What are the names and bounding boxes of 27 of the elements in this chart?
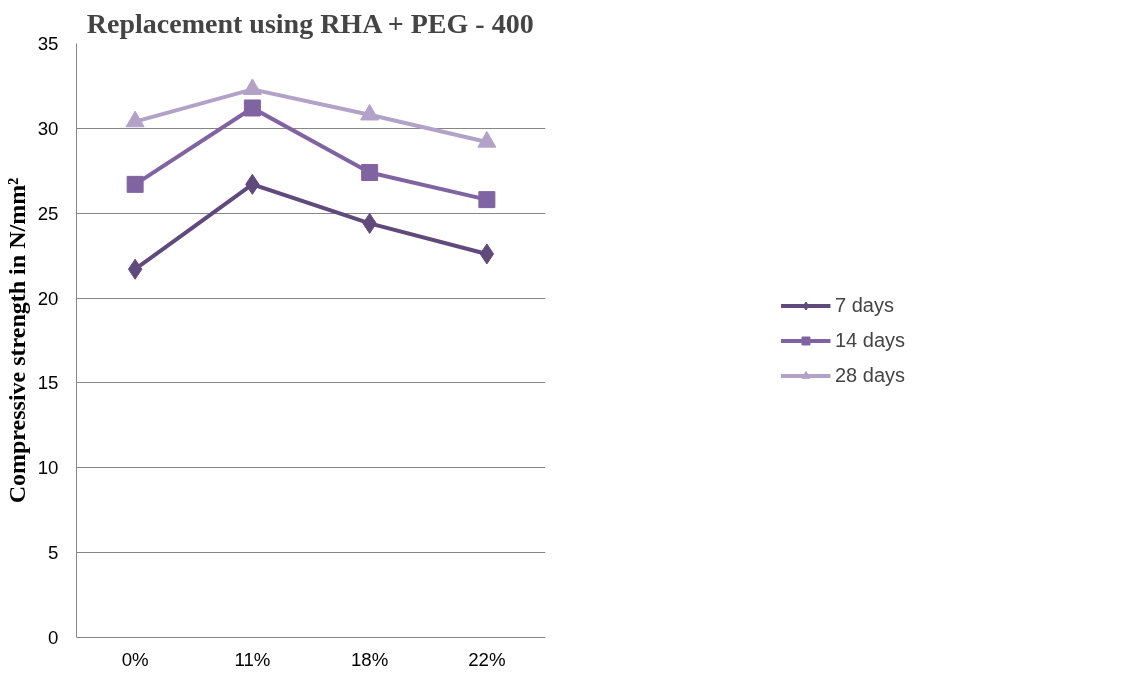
point [360, 103, 380, 121]
y-tick-label: 0 [48, 627, 59, 648]
point [127, 258, 143, 280]
point [477, 131, 497, 148]
chart-title: Replacement using RHA + PEG - 400 [86, 7, 534, 39]
y-tick-label: 5 [48, 542, 59, 564]
y-tick-label: 20 [37, 287, 59, 309]
x-tick-label: 22% [468, 648, 506, 670]
point [478, 191, 496, 209]
legend-label: 7 days [834, 293, 894, 317]
y-tick-label: 10 [37, 457, 59, 479]
point [243, 99, 261, 117]
y-tick-label: 35 [37, 33, 59, 54]
x-tick-label: 18% [350, 648, 389, 670]
point [479, 243, 495, 265]
point [242, 78, 262, 96]
point [125, 110, 145, 128]
x-tick-label: 11% [234, 648, 271, 670]
legend-label: 28 days [834, 363, 906, 387]
legend-label: 14 days [834, 328, 906, 352]
y-tick-label: 15 [37, 372, 59, 394]
y-tick-label: 30 [37, 117, 59, 139]
point [361, 163, 379, 181]
point [126, 175, 144, 193]
y-axis-title: Compressive strength in N/mm² [3, 177, 30, 504]
x-tick-label: 0% [121, 648, 149, 670]
y-tick-label: 25 [37, 202, 59, 224]
